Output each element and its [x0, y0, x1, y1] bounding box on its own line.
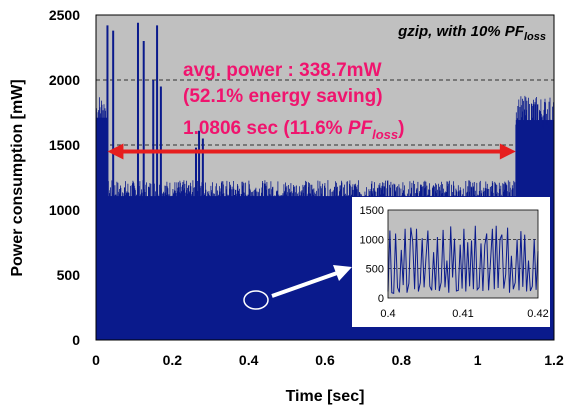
interval-arrow [107, 143, 516, 160]
avg-power-label: avg. power : 338.7mW [183, 60, 382, 81]
y-tick-3: 1500 [49, 137, 80, 153]
inset-chart: 0 500 1000 1500 0.4 0.41 0.42 [352, 197, 550, 327]
x-tick-labels: 0 0.2 0.4 0.6 0.8 1 1.2 [92, 352, 564, 368]
y-tick-2: 1000 [49, 202, 80, 218]
inset-x-tick-0: 0.4 [380, 308, 395, 320]
inset-y-tick-2: 1000 [360, 234, 384, 246]
x-tick-0: 0 [92, 352, 100, 368]
x-tick-5: 1 [474, 352, 482, 368]
corner-label: gzip, with 10% PFloss [397, 23, 546, 43]
x-tick-2: 0.4 [239, 352, 259, 368]
y-tick-4: 2000 [49, 72, 80, 88]
inset-x-tick-labels: 0.4 0.41 0.42 [380, 308, 548, 320]
inset-x-tick-1: 0.41 [452, 308, 473, 320]
duration-label: 1.0806 sec (11.6% PFloss) [183, 118, 404, 142]
y-tick-labels: 0 500 1000 1500 2000 2500 [49, 7, 80, 348]
interval-arrow-left-head [107, 143, 124, 160]
y-tick-0: 0 [72, 332, 80, 348]
x-tick-1: 0.2 [163, 352, 183, 368]
inset-x-tick-2: 0.42 [527, 308, 548, 320]
interval-arrow-right-head [499, 143, 516, 160]
x-tick-3: 0.6 [315, 352, 335, 368]
energy-saving-label: (52.1% energy saving) [183, 86, 383, 107]
zoom-callout-arrow [271, 265, 352, 298]
zoom-region-marker [243, 290, 269, 310]
inset-series-line [387, 225, 539, 294]
x-tick-4: 0.8 [392, 352, 412, 368]
y-tick-5: 2500 [49, 7, 80, 23]
x-axis-title: Time [sec] [286, 388, 365, 405]
plot-frame [95, 14, 555, 341]
segment-trace-0 [95, 94, 108, 340]
y-axis-title: Power consumption [mW] [9, 79, 26, 276]
plot-gridlines [96, 79, 554, 146]
y-tick-1: 500 [57, 267, 81, 283]
x-tick-6: 1.2 [544, 352, 564, 368]
inset-frame [387, 209, 539, 299]
inset-y-tick-1: 500 [366, 264, 384, 276]
inset-y-tick-labels: 0 500 1000 1500 [360, 205, 384, 305]
inset-y-tick-0: 0 [378, 293, 384, 305]
inset-y-tick-3: 1500 [360, 205, 384, 217]
